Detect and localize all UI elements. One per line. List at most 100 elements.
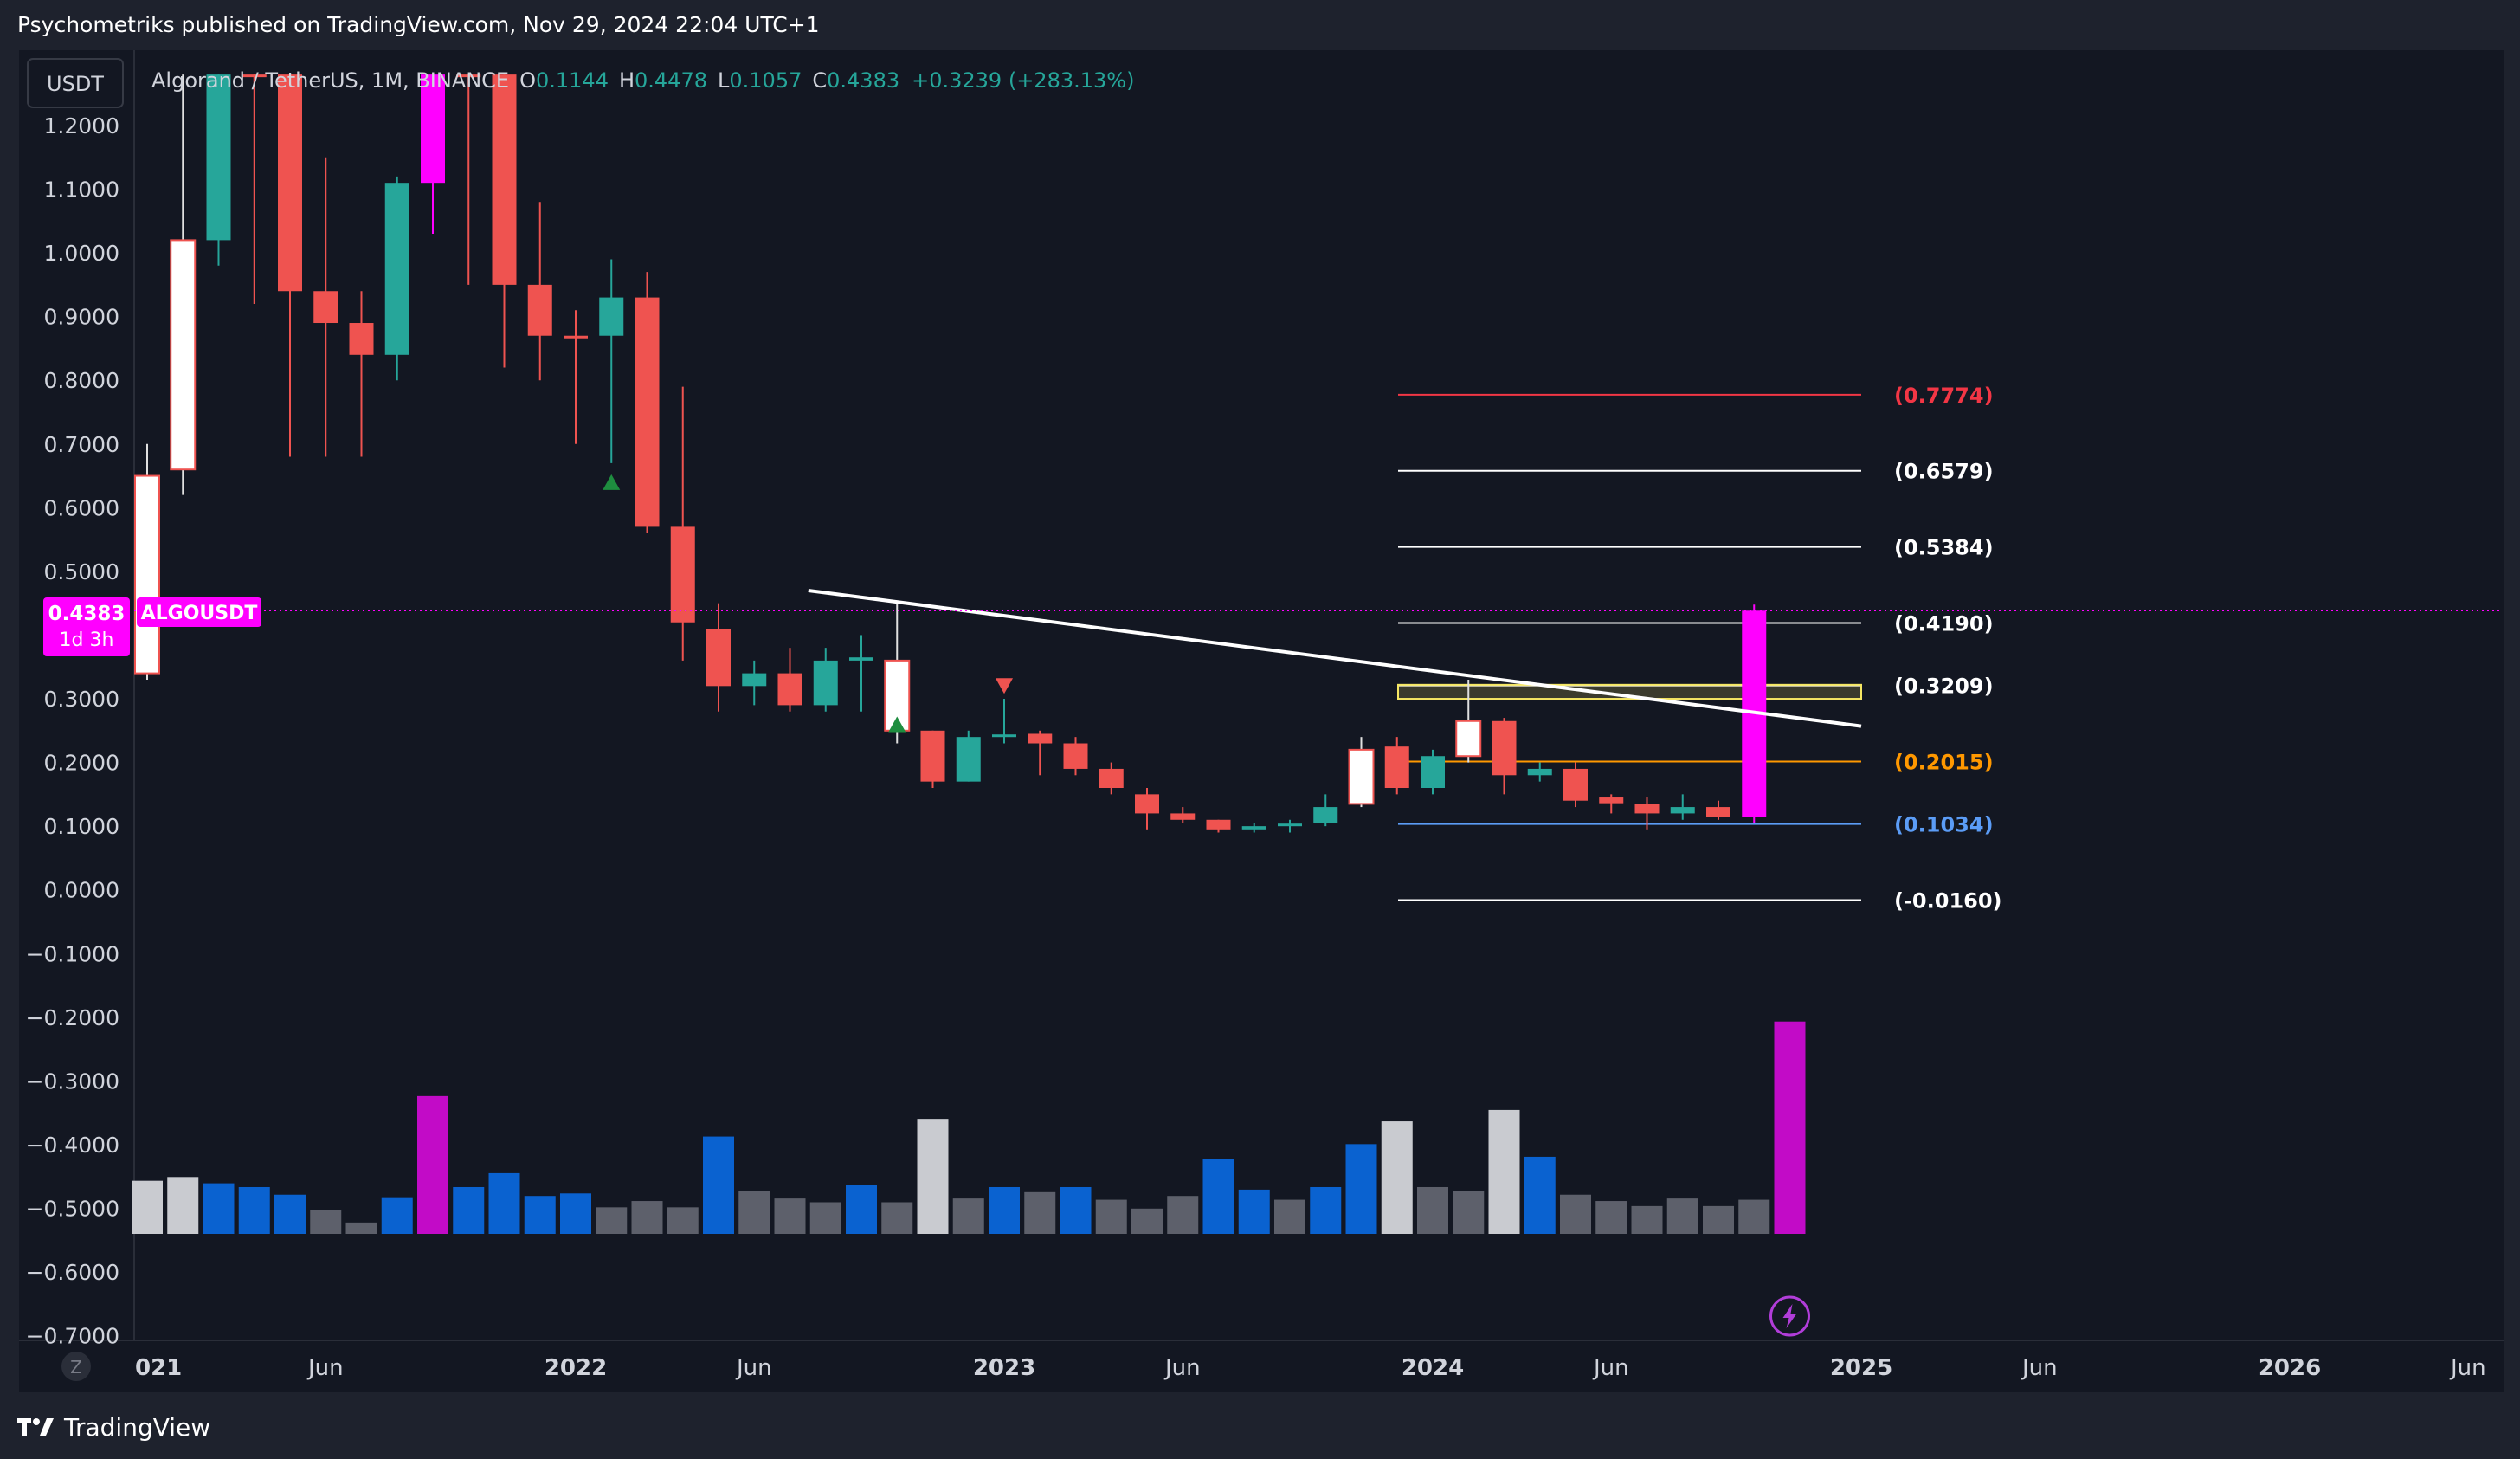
candle: [456, 74, 481, 285]
candle: [1527, 762, 1552, 782]
open-value: 0.1144: [536, 68, 609, 93]
footer-brand[interactable]: TradingView: [17, 1410, 210, 1444]
volume-bar: [1703, 1205, 1734, 1234]
low-label: L: [718, 68, 730, 93]
close-label: C: [812, 68, 827, 93]
volume-bar: [1417, 1186, 1448, 1234]
candle-body: [777, 673, 802, 706]
candle: [1421, 749, 1445, 795]
candle-body: [1099, 768, 1124, 789]
candle-body: [1206, 819, 1231, 830]
candle: [1634, 797, 1660, 830]
trendline[interactable]: [808, 588, 1862, 728]
volume-bar: [1738, 1199, 1770, 1234]
triangle-down-icon: [996, 678, 1013, 694]
candle-body: [1599, 797, 1624, 804]
candle-body: [1348, 748, 1375, 805]
candle: [1348, 737, 1375, 808]
candle: [1063, 737, 1088, 776]
candle: [1384, 737, 1409, 795]
y-tick-label: −0.3000: [26, 1068, 119, 1094]
fib-level-label: (0.3209): [1894, 675, 1994, 699]
candle: [635, 272, 660, 533]
y-tick-label: −0.6000: [26, 1260, 119, 1285]
x-tick-label: Jun: [1163, 1355, 1201, 1381]
fib-retracement[interactable]: (0.7774) (0.6579) (0.5384) (0.4190) (0.3209)…: [1398, 384, 2002, 913]
interval: 1M: [371, 68, 403, 93]
price-tag-value: 0.4383: [48, 603, 126, 625]
lightning-icon[interactable]: [1769, 1295, 1810, 1337]
candle-body: [456, 74, 481, 78]
candle-body: [1028, 733, 1053, 744]
fib-level-label: (0.7774): [1894, 384, 1994, 408]
volume-bar: [1024, 1191, 1056, 1234]
candle: [920, 730, 945, 789]
y-tick-label: 0.1000: [44, 814, 119, 839]
volume-bar: [1131, 1208, 1163, 1234]
triangle-up-icon: [888, 716, 906, 733]
x-tick-label: Jun: [1592, 1355, 1629, 1381]
high-label: H: [619, 68, 635, 93]
candles: [134, 74, 1767, 833]
volume-bar: [1167, 1196, 1199, 1234]
fib-level-label: (0.2015): [1894, 750, 1994, 774]
volume-bar: [989, 1186, 1020, 1234]
signal-markers: [603, 474, 1013, 733]
candle: [813, 648, 838, 712]
volume-bar: [1345, 1144, 1377, 1234]
candle: [956, 730, 981, 782]
currency-label: USDT: [47, 72, 104, 96]
trendline-segment[interactable]: [808, 588, 1862, 728]
time-axis[interactable]: 021 Jun 2022 Jun 2023 Jun 2024 Jun 2025 Jun 2026 Ju…: [135, 1355, 2486, 1381]
volume-bar: [846, 1185, 877, 1234]
volume-bar: [952, 1198, 984, 1234]
volume-bar: [1274, 1199, 1305, 1234]
candle: [170, 74, 197, 495]
volume-bar: [1238, 1189, 1270, 1234]
volume-bar: [453, 1186, 485, 1234]
symbol-legend[interactable]: Algorand / TetherUS, 1M, BINANCE O0.1144 H…: [151, 68, 1134, 93]
price-axis[interactable]: 1.2000 1.1000 1.0000 0.9000 0.8000 0.7000 0.60…: [26, 113, 119, 1349]
x-tick-label: 2022: [545, 1355, 607, 1381]
candle: [992, 699, 1016, 744]
currency-button[interactable]: USDT: [27, 58, 124, 108]
candle-body: [1421, 756, 1445, 789]
candle: [1028, 730, 1053, 776]
y-tick-label: −0.2000: [26, 1005, 119, 1030]
y-tick-label: 0.2000: [44, 751, 119, 776]
candle-body: [1492, 720, 1517, 776]
candle-body: [706, 629, 731, 687]
x-tick-label: Jun: [2021, 1355, 2058, 1381]
volume-bar: [917, 1119, 949, 1234]
x-tick-label: 2023: [973, 1355, 1035, 1381]
candle-body: [920, 730, 945, 782]
candle-body: [635, 297, 660, 527]
candle: [1099, 762, 1124, 795]
timezone-badge[interactable]: Z: [61, 1352, 91, 1381]
fib-level-label: (0.6579): [1894, 460, 1994, 484]
candle-body: [349, 323, 374, 355]
fib-level-label: (0.1034): [1894, 813, 1994, 837]
candle-body: [421, 74, 445, 184]
fib-level-label: (-0.0160): [1894, 888, 2002, 913]
candle: [742, 660, 767, 706]
candle: [421, 74, 445, 235]
candle-body: [1670, 807, 1695, 814]
candle-body: [1634, 804, 1660, 814]
candle: [1599, 794, 1624, 814]
volume-bar: [1381, 1121, 1413, 1234]
y-tick-label: −0.5000: [26, 1197, 119, 1222]
volume-bar: [381, 1197, 413, 1234]
candle: [134, 443, 160, 680]
candle-body: [384, 183, 409, 355]
y-tick-label: 0.0000: [44, 878, 119, 903]
candle: [1455, 679, 1482, 763]
candle: [349, 291, 374, 457]
triangle-up-icon: [603, 474, 621, 490]
candle-body: [242, 74, 267, 78]
candle-body: [1063, 743, 1088, 769]
volume-bar: [132, 1180, 163, 1234]
high-value: 0.4478: [635, 68, 707, 93]
low-value: 0.1057: [729, 68, 802, 93]
